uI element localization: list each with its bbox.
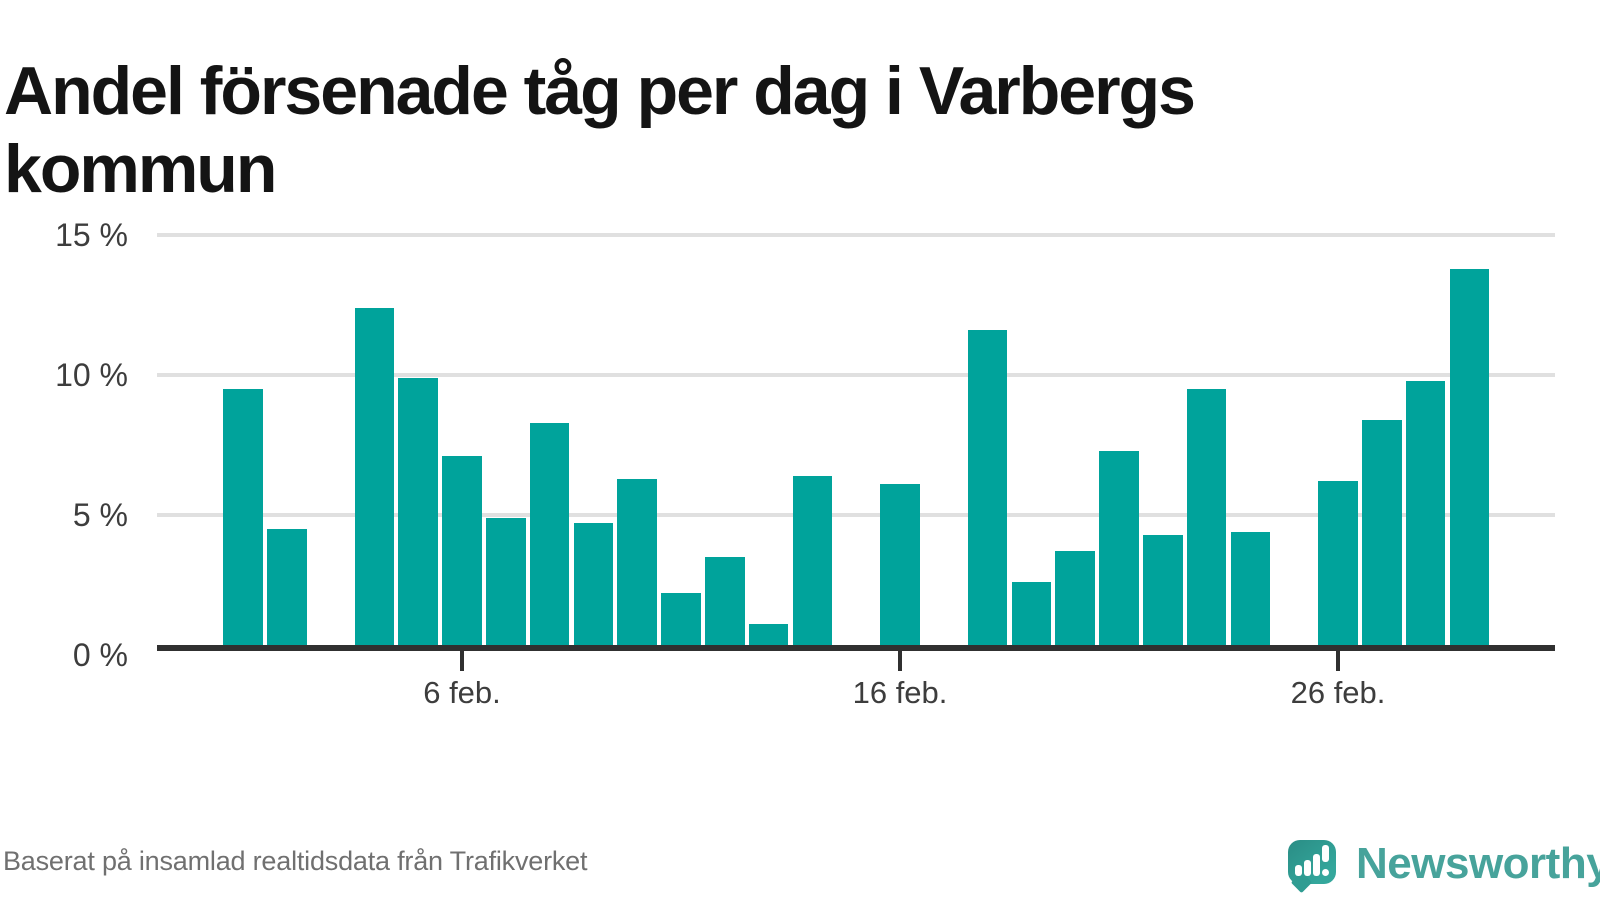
bar-day-24 bbox=[1230, 531, 1271, 649]
x-axis-label-16: 16 feb. bbox=[852, 675, 948, 710]
bar-day-29 bbox=[1449, 268, 1490, 649]
bar-day-10 bbox=[617, 478, 657, 649]
bar-day-2 bbox=[267, 529, 307, 649]
gridline-15 bbox=[157, 233, 1555, 237]
bar-day-7 bbox=[486, 517, 526, 649]
logo-exclamation-dot bbox=[1322, 869, 1329, 876]
bar-day-16 bbox=[880, 484, 920, 649]
bar-day-28 bbox=[1405, 380, 1446, 649]
bar-day-1 bbox=[223, 389, 263, 649]
bar-day-11 bbox=[661, 593, 701, 649]
bar-day-18 bbox=[967, 330, 1008, 649]
logo-bar-small bbox=[1295, 865, 1302, 876]
x-axis-label-26: 26 feb. bbox=[1290, 675, 1386, 710]
gridline-5 bbox=[157, 513, 1555, 517]
bar-day-27 bbox=[1362, 419, 1402, 649]
logo-bar-medium bbox=[1304, 860, 1311, 876]
x-axis-label-6: 6 feb. bbox=[423, 675, 501, 710]
bar-day-8 bbox=[529, 422, 570, 649]
bar-day-12 bbox=[705, 557, 745, 649]
logo-exclamation-stem bbox=[1322, 845, 1329, 862]
x-tick-26 bbox=[1336, 651, 1340, 671]
logo-wordmark: Newsworthy bbox=[1356, 839, 1600, 888]
bar-day-23 bbox=[1186, 389, 1227, 649]
bar-day-14 bbox=[792, 475, 833, 649]
x-tick-16 bbox=[898, 651, 902, 671]
x-axis-line bbox=[157, 645, 1555, 651]
page-title: Andel försenade tåg per dag i Varbergs k… bbox=[4, 52, 1196, 208]
newsworthy-speech-bubble-barchart-icon bbox=[1288, 840, 1336, 894]
y-axis-label-10: 10 % bbox=[55, 357, 128, 393]
logo-bar-large bbox=[1313, 854, 1320, 876]
bar-day-4 bbox=[354, 307, 395, 649]
bar-day-9 bbox=[573, 523, 614, 649]
bar-day-13 bbox=[748, 624, 789, 649]
footer-source-text: Baserat på insamlad realtidsdata från Tr… bbox=[3, 846, 588, 876]
bar-day-6 bbox=[442, 456, 482, 649]
bar-day-26 bbox=[1318, 481, 1358, 649]
y-axis-label-15: 15 % bbox=[55, 217, 128, 253]
y-axis-label-0: 0 % bbox=[72, 637, 128, 673]
bar-day-20 bbox=[1055, 551, 1095, 649]
bar-day-21 bbox=[1099, 450, 1139, 649]
y-axis-label-5: 5 % bbox=[72, 497, 128, 533]
bar-day-19 bbox=[1011, 582, 1052, 649]
gridline-10 bbox=[157, 373, 1555, 377]
x-tick-6 bbox=[460, 651, 464, 671]
bar-day-22 bbox=[1143, 534, 1183, 649]
bar-day-5 bbox=[398, 377, 438, 649]
